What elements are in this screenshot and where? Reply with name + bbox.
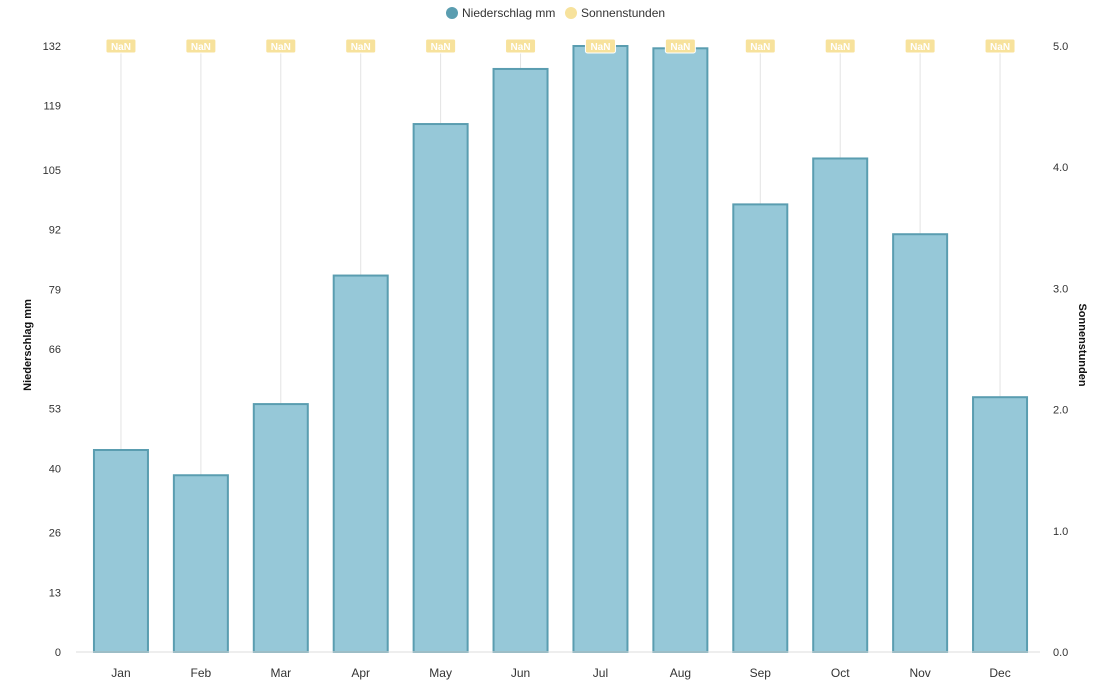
- y-axis-left-title: Niederschlag mm: [22, 299, 34, 391]
- nan-label-bg: [904, 38, 936, 54]
- x-tick-label: Nov: [909, 666, 930, 680]
- x-tick-label: Jan: [111, 666, 130, 680]
- y-axis-right-title: Sonnenstunden: [1076, 303, 1088, 386]
- y-left-tick-label: 13: [49, 587, 61, 599]
- x-tick-label: Feb: [191, 666, 212, 680]
- nan-label-bg: [345, 38, 377, 54]
- y-left-tick-label: 119: [43, 101, 61, 113]
- bar-jun[interactable]: [492, 67, 549, 654]
- y-right-tick-label: 0.0: [1053, 647, 1068, 659]
- bar-dec[interactable]: [972, 396, 1029, 654]
- bars: [92, 45, 1029, 654]
- nan-label-bg: [185, 38, 217, 54]
- bar-mar[interactable]: [252, 403, 309, 653]
- legend: Niederschlag mm Sonnenstunden: [446, 6, 665, 20]
- x-tick-label: Mar: [270, 666, 291, 680]
- sonnenstunden-label: NaN: [824, 38, 856, 54]
- bar-sep[interactable]: [732, 203, 789, 654]
- x-tick-label: Sep: [750, 666, 772, 680]
- sonnenstunden-label: NaN: [185, 38, 217, 54]
- x-tick-label: Jul: [593, 666, 608, 680]
- bar-aug[interactable]: [652, 47, 709, 653]
- x-tick-label: Aug: [670, 666, 691, 680]
- y-right-tick-label: 4.0: [1053, 162, 1068, 174]
- nan-label-text: NaN: [590, 42, 610, 53]
- sonnenstunden-label: NaN: [744, 38, 776, 54]
- right-axis-ticks: 0.0 1.0 2.0 3.0 4.0 5.0: [1053, 41, 1068, 659]
- x-tick-label: May: [429, 666, 452, 680]
- nan-label-text: NaN: [990, 42, 1010, 53]
- nan-label-bg: [505, 38, 537, 54]
- nan-label-text: NaN: [750, 42, 770, 53]
- x-tick-label: Dec: [989, 666, 1010, 680]
- x-tick-label: Apr: [351, 666, 370, 680]
- nan-label-bg: [664, 38, 696, 54]
- y-left-tick-label: 79: [49, 284, 61, 296]
- sonnenstunden-label: NaN: [505, 38, 537, 54]
- bar-nov[interactable]: [892, 233, 949, 654]
- sonnenstunden-label: NaN: [265, 38, 297, 54]
- y-left-tick-label: 53: [49, 404, 61, 416]
- bar-oct[interactable]: [812, 157, 869, 654]
- nan-label-text: NaN: [910, 42, 930, 53]
- x-tick-label: Jun: [511, 666, 530, 680]
- nan-label-bg: [984, 38, 1016, 54]
- y-left-tick-label: 26: [49, 528, 61, 540]
- category-labels: Jan Feb Mar Apr May Jun Jul Aug Sep Oct Nov Dec: [111, 666, 1010, 680]
- legend-label: Sonnenstunden: [581, 6, 665, 20]
- sonnenstunden-label: NaN: [584, 38, 616, 54]
- nan-label-text: NaN: [830, 42, 850, 53]
- legend-swatch: [446, 7, 458, 19]
- sonnenstunden-label: NaN: [664, 38, 696, 54]
- y-right-tick-label: 5.0: [1053, 41, 1068, 53]
- y-right-tick-label: 3.0: [1053, 283, 1068, 295]
- nan-label-bg: [425, 38, 457, 54]
- nan-label-text: NaN: [511, 42, 531, 53]
- bar-jan[interactable]: [92, 449, 149, 653]
- legend-label: Niederschlag mm: [462, 6, 555, 20]
- sonnenstunden-label: NaN: [345, 38, 377, 54]
- nan-label-bg: [824, 38, 856, 54]
- sonnenstunden-label: NaN: [984, 38, 1016, 54]
- sonnenstunden-label: NaN: [425, 38, 457, 54]
- bar-jul[interactable]: [572, 45, 629, 653]
- nan-label-bg: [105, 38, 137, 54]
- sonnenstunden-label: NaN: [904, 38, 936, 54]
- y-left-tick-label: 92: [49, 225, 61, 237]
- y-right-tick-label: 1.0: [1053, 526, 1068, 538]
- nan-labels: NaN NaN NaN NaN NaN NaN NaN NaN NaN NaN NaN NaN: [105, 38, 1016, 54]
- y-left-tick-label: 0: [55, 647, 61, 659]
- y-right-tick-label: 2.0: [1053, 405, 1068, 417]
- bar-may[interactable]: [412, 123, 469, 653]
- nan-label-text: NaN: [431, 42, 451, 53]
- nan-label-text: NaN: [191, 42, 211, 53]
- x-tick-label: Oct: [831, 666, 850, 680]
- y-left-tick-label: 132: [43, 41, 61, 53]
- y-left-tick-label: 105: [43, 165, 61, 177]
- bar-apr[interactable]: [332, 274, 389, 653]
- nan-label-bg: [744, 38, 776, 54]
- nan-label-text: NaN: [670, 42, 690, 53]
- left-axis-ticks: 0 13 26 40 53 66 79 92 105 119 132: [43, 41, 61, 659]
- nan-label-bg: [584, 38, 616, 54]
- legend-item-sonnenstunden[interactable]: Sonnenstunden: [565, 6, 665, 20]
- bar-feb[interactable]: [172, 474, 229, 653]
- y-left-tick-label: 40: [49, 463, 61, 475]
- legend-item-niederschlag[interactable]: Niederschlag mm: [446, 6, 555, 20]
- nan-label-text: NaN: [351, 42, 371, 53]
- y-left-tick-label: 66: [49, 344, 61, 356]
- legend-swatch: [565, 7, 577, 19]
- nan-label-bg: [265, 38, 297, 54]
- sonnenstunden-label: NaN: [105, 38, 137, 54]
- nan-label-text: NaN: [111, 42, 131, 53]
- nan-label-text: NaN: [271, 42, 291, 53]
